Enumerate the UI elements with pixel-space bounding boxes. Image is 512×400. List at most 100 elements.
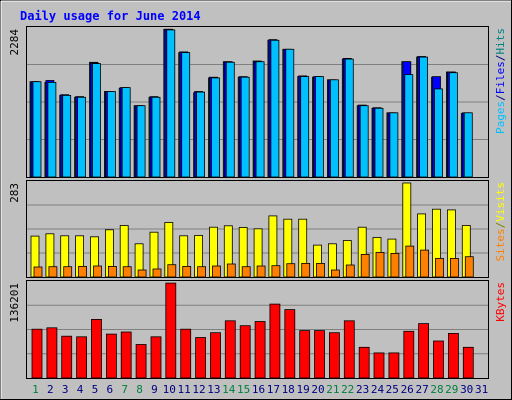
day-label-15: 15 <box>237 383 250 396</box>
visits-sites-panel: 283 Sites/Visits <box>8 180 507 278</box>
kbytes-bar-kbytes-day-9 <box>150 336 162 379</box>
hits-bar-pages-day-29 <box>448 72 458 178</box>
hits-bar-pages-day-21 <box>329 79 339 178</box>
hits-bar-pages-day-20 <box>315 76 324 178</box>
visits-bar-sites-day-9 <box>152 268 162 278</box>
visits-panel-bars <box>30 182 474 278</box>
kbytes-bar-kbytes-day-2 <box>46 327 58 379</box>
visits-bar-sites-day-11 <box>182 265 192 278</box>
kbytes-bar-kbytes-day-1 <box>31 328 43 379</box>
day-label-26: 26 <box>401 383 414 396</box>
x-axis-day-labels: 1 2 3 4 5 6 7 8 9 10 11 12 13 14 15 16 17 18 19 20 21 22 23 24 2… <box>32 383 488 396</box>
day-label-6: 6 <box>106 383 113 396</box>
kbytes-bar-kbytes-day-18 <box>284 309 296 379</box>
day-label-12: 12 <box>192 383 205 396</box>
hits-bar-pages-day-11 <box>181 52 191 178</box>
kbytes-bar-kbytes-day-8 <box>135 344 147 379</box>
kbytes-bar-kbytes-day-7 <box>120 331 132 379</box>
hits-bar-pages-day-19 <box>300 76 310 178</box>
visits-bar-sites-day-27 <box>420 249 430 278</box>
visits-bar-sites-day-10 <box>167 264 177 278</box>
day-label-25: 25 <box>386 383 399 396</box>
visits-panel-max-label: 283 <box>8 183 21 203</box>
axis-label-separator: / <box>494 222 507 229</box>
axis-label-visits: Visits <box>494 182 507 222</box>
kbytes-bar-kbytes-day-27 <box>418 323 430 379</box>
hits-bar-pages-day-28 <box>434 88 443 178</box>
kbytes-bar-kbytes-day-10 <box>165 282 177 379</box>
axis-label-hits: Hits <box>494 28 507 55</box>
hits-bar-pages-day-16 <box>255 61 265 178</box>
hits-bar-pages-day-26 <box>404 74 414 178</box>
kbytes-panel-axis-label: KBytes <box>494 282 507 322</box>
day-label-22: 22 <box>341 383 354 396</box>
kbytes-bar-kbytes-day-4 <box>76 336 87 379</box>
chart-title: Daily usage for June 2014 <box>20 9 201 23</box>
visits-bar-sites-day-20 <box>316 262 325 278</box>
hits-bar-pages-day-8 <box>136 105 146 178</box>
visits-bar-sites-day-28 <box>435 257 444 278</box>
kbytes-bar-kbytes-day-22 <box>343 320 355 379</box>
kbytes-bar-kbytes-day-12 <box>195 337 207 379</box>
hits-bar-pages-day-5 <box>92 63 101 178</box>
hits-panel-axis-label: Pages/Files/Hits <box>494 28 507 134</box>
day-label-13: 13 <box>207 383 220 396</box>
hits-bar-pages-day-4 <box>77 96 86 178</box>
hits-bar-pages-day-18 <box>285 48 295 178</box>
day-label-8: 8 <box>136 383 143 396</box>
axis-label-separator: / <box>494 94 507 101</box>
kbytes-bar-kbytes-day-3 <box>61 335 73 379</box>
kbytes-bar-kbytes-day-30 <box>462 346 474 379</box>
day-label-10: 10 <box>163 383 176 396</box>
day-label-19: 19 <box>296 383 309 396</box>
day-label-4: 4 <box>77 383 84 396</box>
visits-bar-sites-day-14 <box>226 263 236 278</box>
visits-bar-sites-day-25 <box>390 252 400 278</box>
visits-bar-sites-day-24 <box>375 251 385 278</box>
visits-bar-sites-day-7 <box>122 266 132 278</box>
kbytes-bar-kbytes-day-21 <box>328 332 340 379</box>
day-label-14: 14 <box>222 383 236 396</box>
visits-bar-sites-day-16 <box>256 265 266 278</box>
hits-bar-pages-day-13 <box>211 77 220 178</box>
kbytes-bar-kbytes-day-26 <box>403 330 415 379</box>
kbytes-bar-kbytes-day-24 <box>373 352 385 379</box>
visits-bar-sites-day-8 <box>137 269 147 278</box>
day-label-3: 3 <box>62 383 69 396</box>
visits-bar-sites-day-4 <box>78 265 87 278</box>
day-label-23: 23 <box>356 383 369 396</box>
day-label-31: 31 <box>475 383 488 396</box>
kbytes-bar-kbytes-day-25 <box>388 352 400 379</box>
hits-panel-bars <box>29 28 473 178</box>
hits-bar-pages-day-10 <box>166 29 176 178</box>
axis-label-pages: Pages <box>494 101 507 134</box>
visits-bar-sites-day-17 <box>271 265 281 278</box>
visits-bar-sites-day-2 <box>48 266 58 278</box>
hits-files-pages-panel: 2284 Pages/Files/Hits <box>8 26 507 178</box>
hits-bar-pages-day-7 <box>121 87 131 178</box>
day-label-29: 29 <box>445 383 458 396</box>
day-label-21: 21 <box>326 383 339 396</box>
hits-bar-pages-day-22 <box>344 58 354 178</box>
visits-bar-sites-day-1 <box>33 266 43 278</box>
hits-bar-pages-day-25 <box>389 112 399 178</box>
day-label-30: 30 <box>460 383 473 396</box>
day-label-1: 1 <box>32 383 39 396</box>
visits-bar-sites-day-3 <box>63 266 73 278</box>
visits-bar-sites-day-23 <box>360 253 370 278</box>
day-label-9: 9 <box>151 383 158 396</box>
kbytes-bar-kbytes-day-11 <box>180 328 192 379</box>
kbytes-bar-kbytes-day-16 <box>254 321 266 379</box>
visits-bar-sites-day-6 <box>108 265 117 278</box>
kbytes-bar-kbytes-day-19 <box>299 330 311 379</box>
visits-bar-sites-day-15 <box>241 266 251 278</box>
axis-label-sites: Sites <box>494 228 507 261</box>
visits-bar-sites-day-30 <box>464 256 474 278</box>
visits-panel-axis-label: Sites/Visits <box>494 182 507 262</box>
hits-bar-pages-day-14 <box>225 61 235 178</box>
visits-bar-sites-day-29 <box>449 257 459 278</box>
kbytes-bar-kbytes-day-20 <box>314 330 325 379</box>
day-label-7: 7 <box>121 383 128 396</box>
visits-bar-sites-day-26 <box>405 245 415 278</box>
hits-bar-pages-day-17 <box>270 39 280 178</box>
